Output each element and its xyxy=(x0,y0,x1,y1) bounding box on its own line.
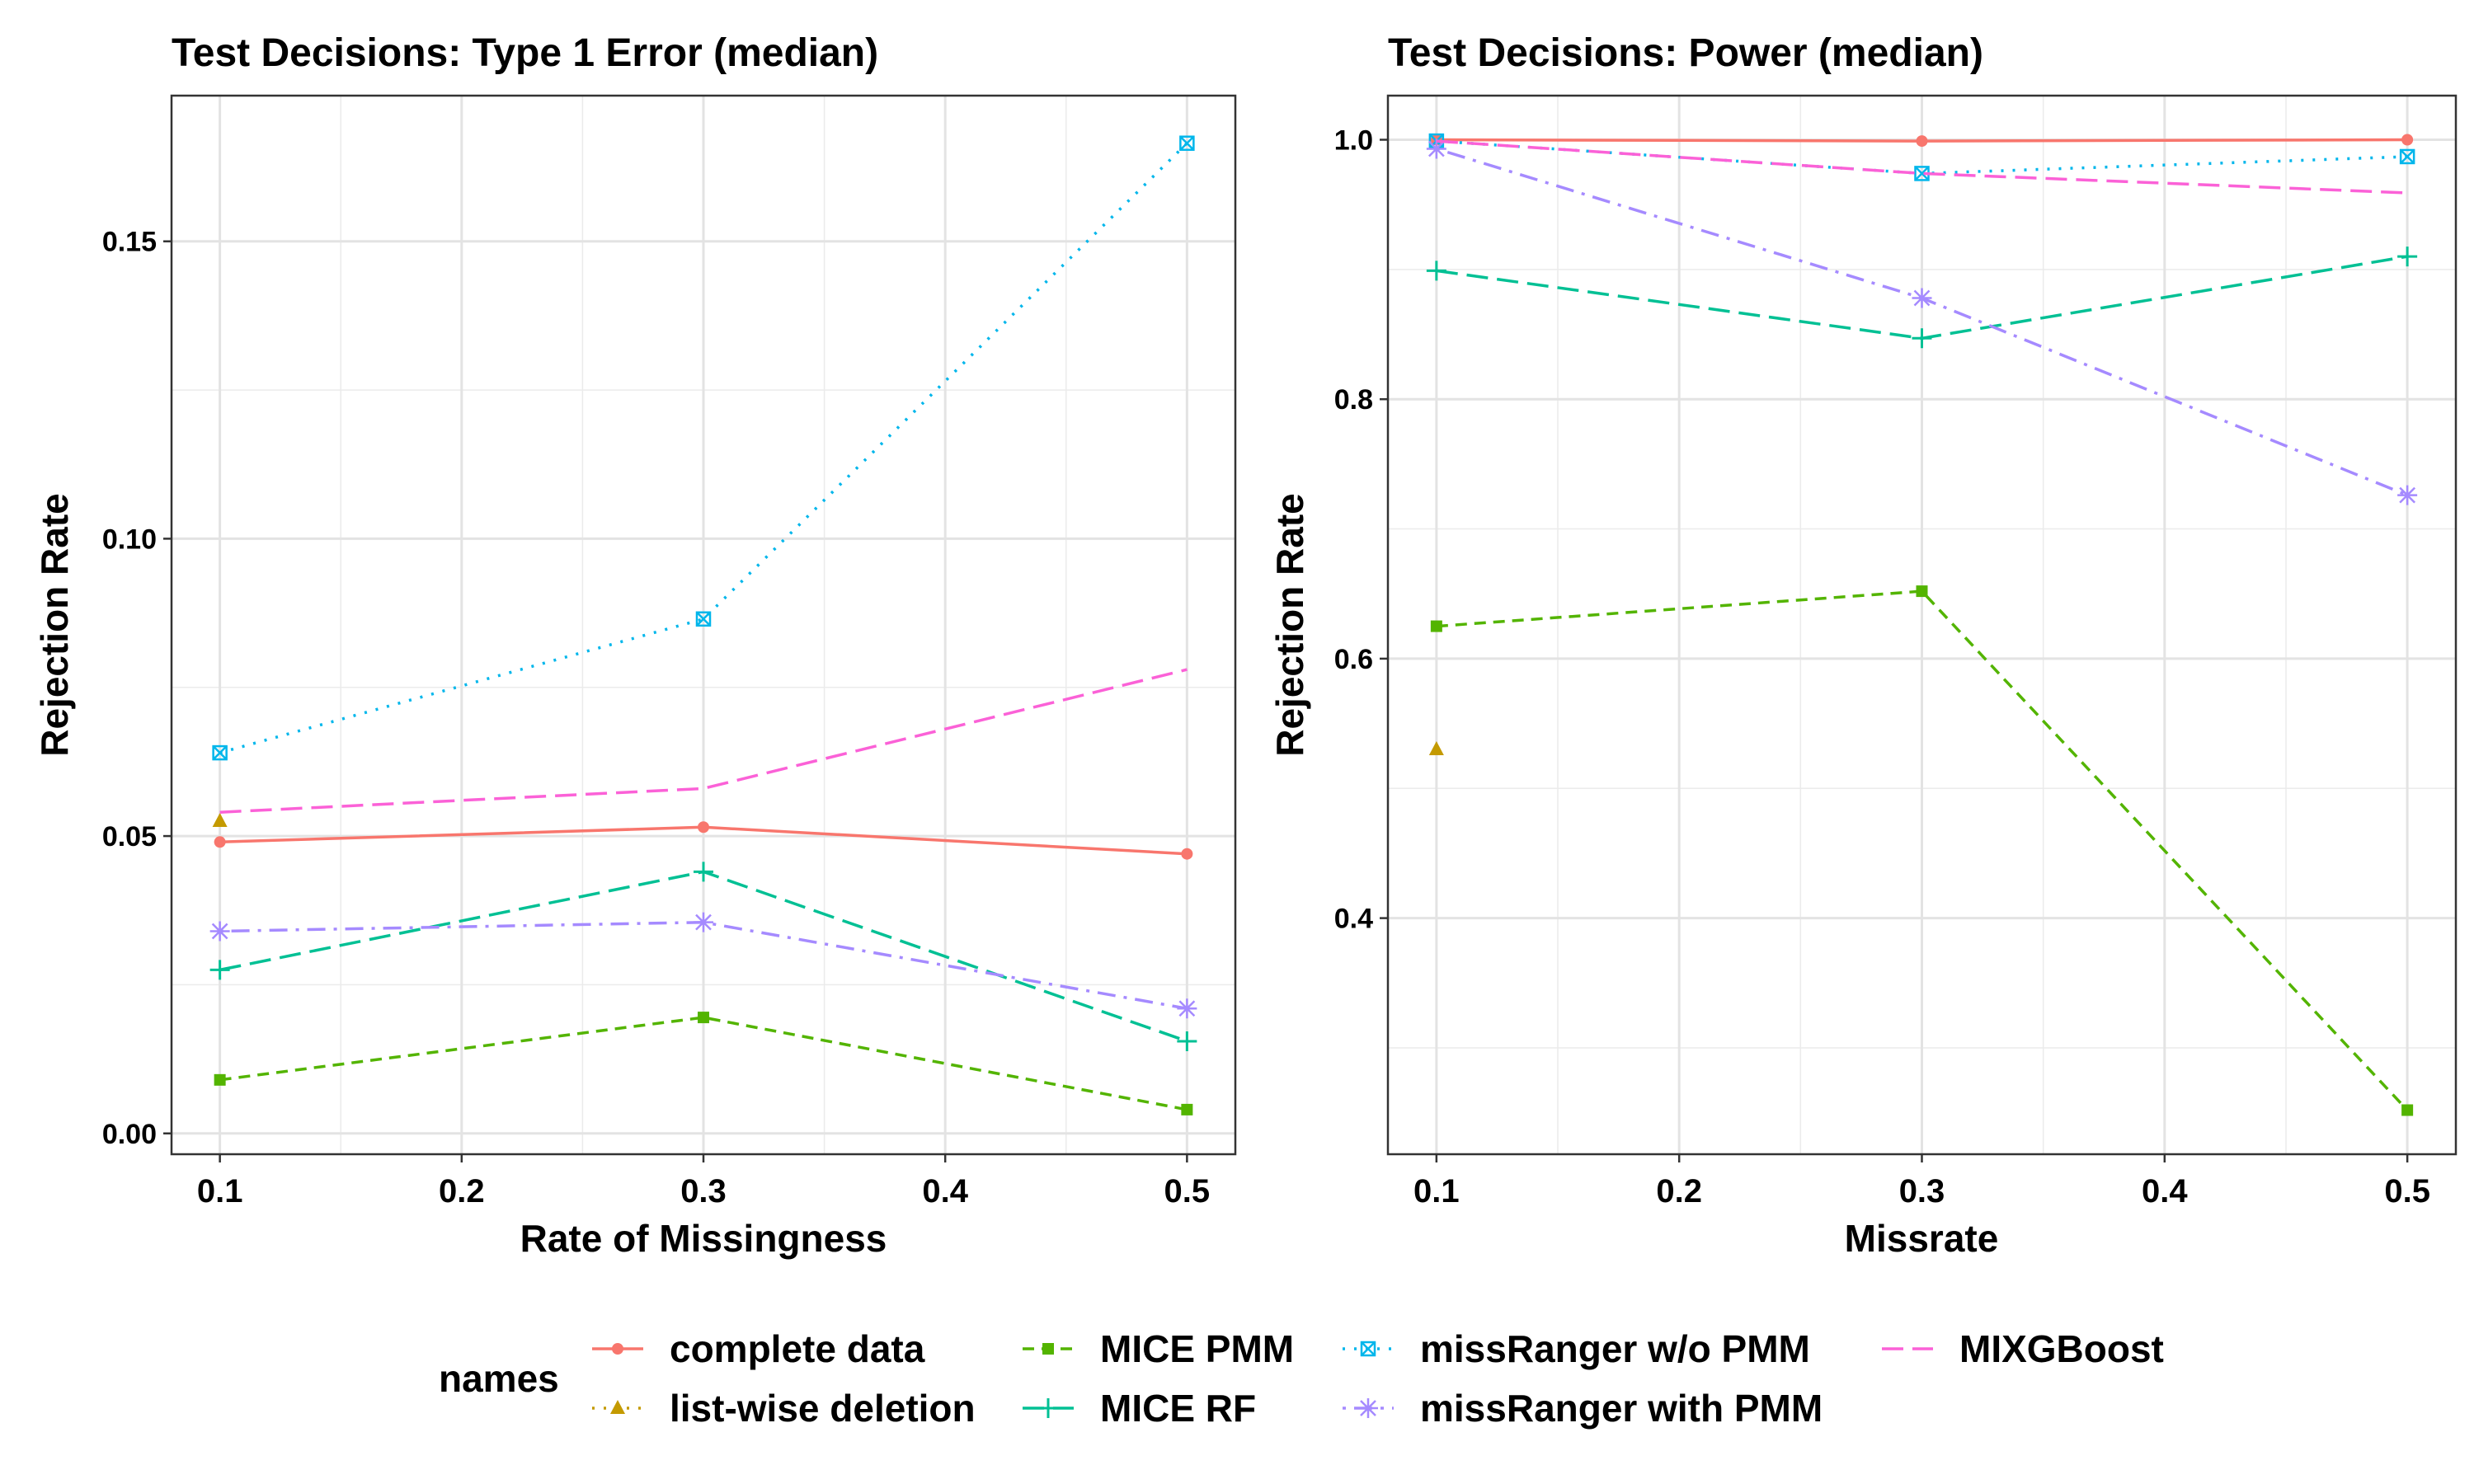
series-line xyxy=(219,668,1188,814)
data-point xyxy=(1181,1103,1193,1115)
series-line xyxy=(219,1016,1188,1111)
power-panel: Test Decisions: Power (median) 0.1 0.2 0.3… xyxy=(1268,31,2458,1260)
y-tick-label: 1.0 xyxy=(1334,125,1373,157)
series-mixgboost xyxy=(219,668,1188,814)
series-mice-pmm xyxy=(214,1012,1193,1115)
panel-title: Test Decisions: Power (median) xyxy=(1388,31,1983,75)
data-point xyxy=(214,1073,226,1086)
data-point xyxy=(214,836,226,848)
x-tick-label: 0.3 xyxy=(1899,1173,1945,1209)
data-point xyxy=(209,960,230,980)
series-mice-pmm xyxy=(1430,585,2414,1116)
series-missranger-with-pmm xyxy=(1426,139,2418,505)
y-tick-label: 0.4 xyxy=(1334,904,1373,935)
legend-item-mixgboost: MIXGBoost xyxy=(1882,1327,2164,1370)
data-point xyxy=(1916,135,1928,148)
legend-key-marker xyxy=(1360,1341,1376,1357)
series-mice-rf xyxy=(1426,247,2418,349)
legend-item-missranger-w-o-pmm: missRanger w/o PMM xyxy=(1343,1327,1810,1370)
series-line xyxy=(1436,589,2409,1111)
legend-title: names xyxy=(439,1357,559,1400)
data-point xyxy=(2397,247,2418,267)
data-point xyxy=(1428,741,1444,756)
series-list-wise-deletion xyxy=(212,813,228,828)
x-tick-label: 0.4 xyxy=(2142,1173,2188,1209)
y-tick-label: 0.6 xyxy=(1334,644,1373,675)
x-axis-title: Missrate xyxy=(1845,1217,1999,1260)
legend-label: missRanger with PMM xyxy=(1420,1387,1823,1430)
data-point xyxy=(2397,485,2418,505)
y-tick-label: 0.10 xyxy=(102,524,157,555)
y-tick-label: 0.00 xyxy=(102,1119,157,1150)
data-point xyxy=(1912,288,1932,308)
y-tick-label: 0.15 xyxy=(102,227,157,258)
legend-item-mice-pmm: MICE PMM xyxy=(1023,1327,1294,1370)
x-tick-label: 0.4 xyxy=(922,1173,968,1209)
data-point xyxy=(209,921,230,942)
data-point xyxy=(212,813,228,828)
type1-error-panel: Test Decisions: Type 1 Error (median) 0.… xyxy=(33,31,1237,1260)
data-point xyxy=(1181,848,1193,860)
legend-item-mice-rf: MICE RF xyxy=(1023,1387,1256,1430)
legend-key-marker xyxy=(1042,1343,1054,1355)
data-point xyxy=(698,1012,709,1024)
legend-key-marker xyxy=(612,1343,623,1355)
data-point xyxy=(695,611,712,627)
legend-item-list-wise-deletion: list-wise deletion xyxy=(592,1387,976,1430)
data-point xyxy=(1916,585,1928,598)
data-point xyxy=(1912,328,1932,349)
legend-key-marker xyxy=(610,1400,625,1414)
series-mixgboost xyxy=(1436,139,2408,195)
data-point xyxy=(1426,139,1446,159)
series-missranger-w-o-pmm xyxy=(212,135,1195,761)
legend-item-complete-data: complete data xyxy=(592,1327,925,1370)
series-list-wise-deletion xyxy=(1428,741,1444,756)
y-tick-label: 0.05 xyxy=(102,821,157,852)
x-tick-label: 0.1 xyxy=(197,1173,243,1209)
legend-label: MIXGBoost xyxy=(1959,1327,2164,1370)
y-tick-label: 0.8 xyxy=(1334,384,1373,416)
series-missranger-with-pmm xyxy=(209,912,1197,1019)
legend-key-marker xyxy=(1038,1398,1058,1418)
x-tick-label: 0.3 xyxy=(680,1173,727,1209)
x-tick-label: 0.5 xyxy=(1164,1173,1211,1209)
data-point xyxy=(694,862,713,882)
series-mice-rf xyxy=(209,862,1197,1051)
x-tick-label: 0.1 xyxy=(1413,1173,1460,1209)
data-point xyxy=(1179,135,1195,151)
legend-item-missranger-with-pmm: missRanger with PMM xyxy=(1343,1387,1823,1430)
legend-label: MICE PMM xyxy=(1100,1327,1294,1370)
x-axis-title: Rate of Missingness xyxy=(520,1217,887,1260)
legend-label: MICE RF xyxy=(1100,1387,1256,1430)
panel-title: Test Decisions: Type 1 Error (median) xyxy=(172,31,878,75)
data-point xyxy=(2401,1104,2414,1116)
legend-label: missRanger w/o PMM xyxy=(1420,1327,1810,1370)
data-point xyxy=(1177,998,1197,1019)
series-line xyxy=(1436,139,2408,195)
x-tick-label: 0.2 xyxy=(439,1173,485,1209)
x-tick-label: 0.5 xyxy=(2384,1173,2430,1209)
data-point xyxy=(2401,134,2414,146)
data-point xyxy=(1426,261,1446,281)
data-point xyxy=(1177,1031,1197,1051)
legend-key-marker xyxy=(1358,1398,1378,1418)
series-complete-data xyxy=(214,821,1193,860)
legend-label: complete data xyxy=(670,1327,925,1370)
y-axis-title: Rejection Rate xyxy=(33,493,76,757)
data-point xyxy=(698,821,709,834)
data-point xyxy=(2399,148,2415,165)
legend: names complete data list-wise deletion MIC… xyxy=(439,1327,2164,1430)
data-point xyxy=(1430,620,1442,632)
data-point xyxy=(212,744,228,761)
legend-label: list-wise deletion xyxy=(670,1387,976,1430)
data-point xyxy=(694,912,713,932)
x-tick-label: 0.2 xyxy=(1656,1173,1702,1209)
y-axis-title: Rejection Rate xyxy=(1268,493,1311,757)
